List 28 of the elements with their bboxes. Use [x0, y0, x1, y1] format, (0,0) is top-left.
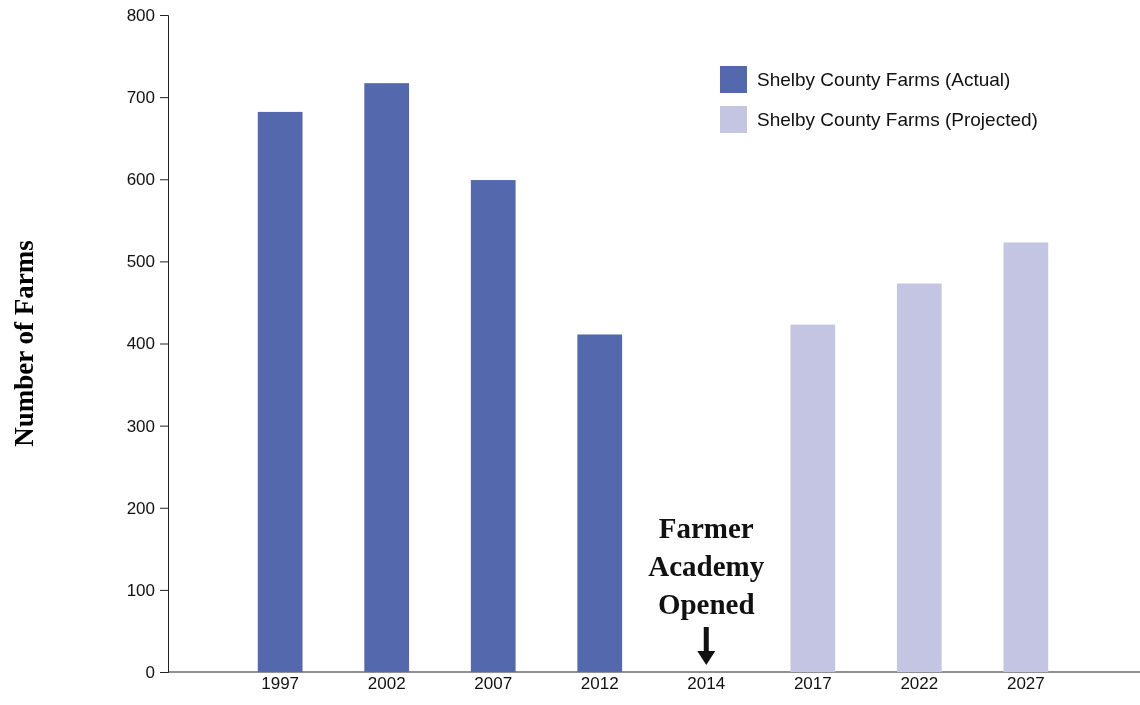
- y-tick-label: 300: [126, 416, 155, 436]
- bar: [1003, 242, 1049, 672]
- legend-label: Shelby County Farms (Actual): [757, 69, 1011, 90]
- bar: [577, 334, 623, 672]
- legend-label: Shelby County Farms (Projected): [757, 109, 1038, 130]
- y-tick-label: 800: [126, 5, 155, 25]
- x-tick-label: 2027: [1006, 674, 1045, 693]
- y-tick-label: 400: [126, 334, 155, 354]
- bar: [896, 283, 942, 672]
- x-tick-label: 2017: [793, 674, 832, 693]
- annotation: Farmer Academy Opened: [648, 512, 765, 620]
- y-tick-label: 0: [145, 662, 155, 682]
- y-tick-label: 600: [126, 170, 155, 190]
- x-tick-label: 2014: [687, 674, 726, 693]
- x-tick-label: 1997: [261, 674, 300, 693]
- bar: [790, 324, 836, 672]
- x-tick-label: 2007: [474, 674, 513, 693]
- y-tick-label: 700: [126, 88, 155, 108]
- bar: [470, 180, 516, 672]
- x-tick-label: 2002: [367, 674, 406, 693]
- y-tick-label: 200: [126, 498, 155, 518]
- x-tick-label: 2022: [900, 674, 939, 693]
- x-tick-label: 2012: [580, 674, 619, 693]
- bar: [257, 111, 303, 672]
- y-tick-label: 500: [126, 252, 155, 272]
- y-axis-title: Number of Farms: [9, 240, 39, 447]
- y-tick-label: 100: [126, 580, 155, 600]
- bar: [364, 83, 410, 672]
